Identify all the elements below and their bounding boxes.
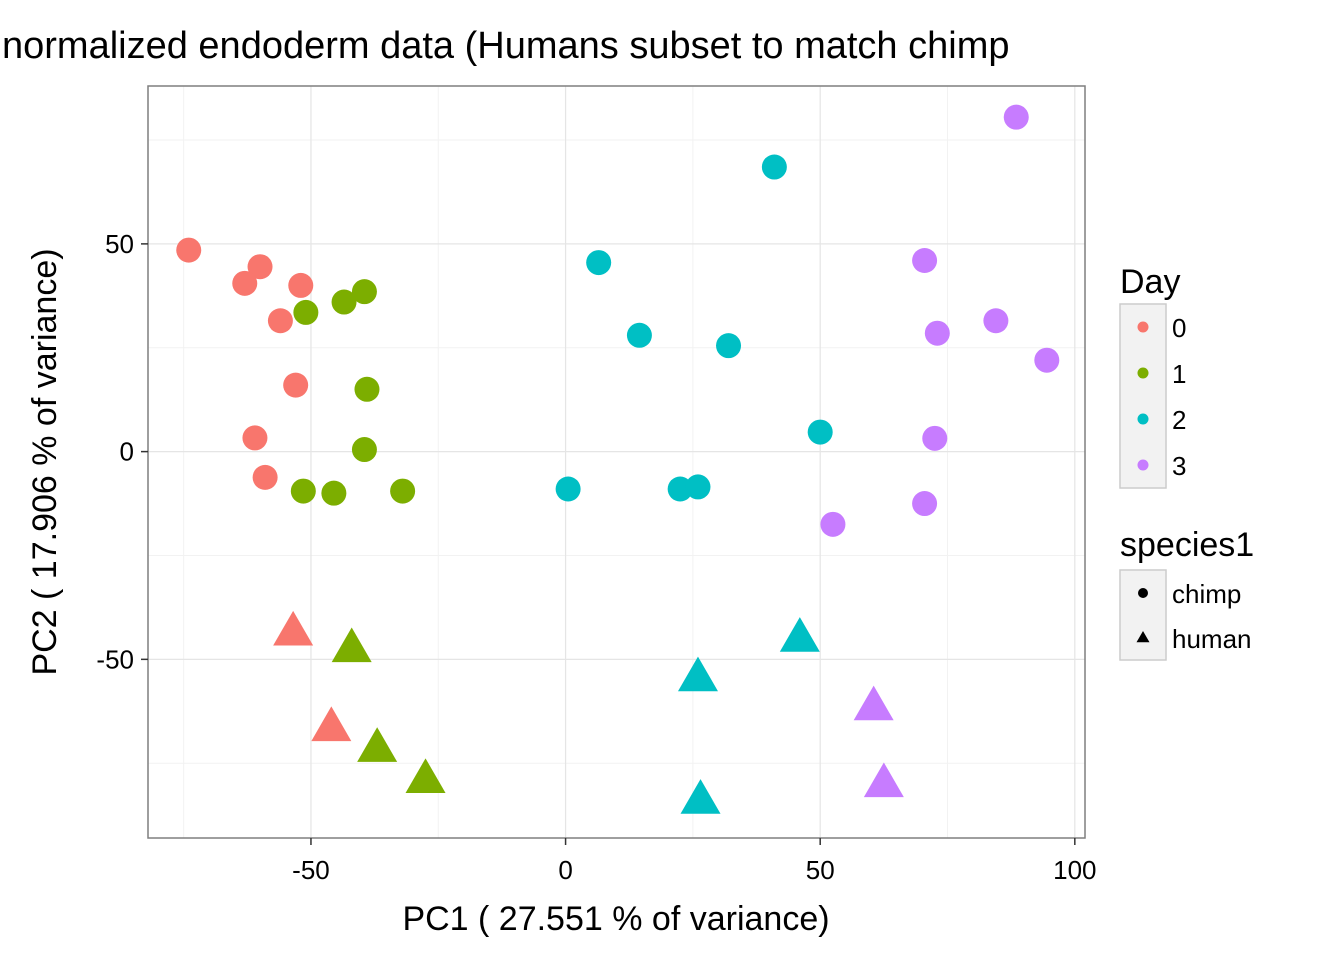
- data-point-chimp-day-1: [290, 478, 316, 504]
- y-tick-label: -50: [96, 644, 134, 674]
- x-tick-label: 100: [1053, 855, 1096, 885]
- plot-area: [147, 85, 1086, 839]
- legend-species-title: species1: [1120, 526, 1254, 564]
- data-point-chimp-day-3: [820, 511, 846, 537]
- y-tick-label: 0: [120, 437, 134, 467]
- legend-day-key-box: [1119, 303, 1167, 489]
- legend-species: species1 chimp human: [1119, 526, 1254, 661]
- data-point-chimp-day-2: [586, 250, 612, 276]
- data-point-chimp-day-0: [176, 237, 202, 263]
- data-points: [176, 104, 1060, 814]
- data-point-chimp-day-3: [1034, 347, 1060, 373]
- data-point-chimp-day-3: [922, 425, 948, 451]
- data-point-chimp-day-0: [283, 372, 309, 398]
- x-tick-label: -50: [292, 855, 330, 885]
- x-tick-label: 50: [806, 855, 835, 885]
- data-point-chimp-day-1: [321, 480, 347, 506]
- data-point-chimp-day-1: [354, 376, 380, 402]
- legend-day-label: 1: [1172, 359, 1186, 389]
- data-point-chimp-day-2: [716, 333, 742, 359]
- plot-border: [147, 85, 1086, 839]
- legend-day-key-0: [1137, 321, 1149, 333]
- legend-species-label: chimp: [1172, 579, 1241, 609]
- data-point-chimp-day-0: [242, 425, 268, 451]
- data-point-human-day-2: [680, 779, 721, 814]
- y-axis: -50 0 50: [96, 229, 148, 674]
- x-axis: -50 0 50 100: [292, 838, 1097, 885]
- legend-day-key-1: [1137, 367, 1149, 379]
- data-point-chimp-day-3: [924, 320, 950, 346]
- data-point-chimp-day-0: [267, 308, 293, 334]
- data-point-human-day-3: [853, 685, 894, 721]
- data-point-chimp-day-2: [761, 154, 787, 180]
- legend-day-key-2: [1137, 413, 1149, 425]
- x-tick-label: 0: [558, 855, 572, 885]
- legend-day-label: 2: [1172, 405, 1186, 435]
- minor-gridlines: [148, 86, 1085, 838]
- data-point-human-day-1: [331, 627, 372, 663]
- legend-day-label: 3: [1172, 451, 1186, 481]
- data-point-chimp-day-2: [555, 476, 581, 502]
- data-point-chimp-day-2: [685, 474, 711, 500]
- data-point-chimp-day-3: [912, 491, 938, 517]
- legend-species-key-triangle: [1136, 631, 1150, 643]
- data-point-chimp-day-2: [626, 322, 652, 348]
- data-point-chimp-day-1: [351, 279, 377, 305]
- legend-day-key-3: [1137, 459, 1149, 471]
- legend-day-label: 0: [1172, 313, 1186, 343]
- data-point-chimp-day-0: [288, 272, 314, 298]
- data-point-chimp-day-1: [293, 299, 319, 325]
- plot-background: [148, 86, 1085, 838]
- data-point-chimp-day-3: [912, 247, 938, 273]
- legend-day: Day 0 1 2 3: [1119, 263, 1186, 489]
- legend-species-key-box: [1119, 569, 1167, 661]
- data-point-chimp-day-3: [1003, 104, 1029, 130]
- data-point-human-day-1: [405, 758, 446, 793]
- y-tick-label: 50: [105, 229, 134, 259]
- legend-species-key-circle: [1138, 588, 1148, 598]
- data-point-human-day-3: [863, 762, 904, 798]
- data-point-human-day-0: [273, 610, 314, 646]
- data-point-human-day-2: [779, 617, 820, 652]
- data-point-chimp-day-0: [247, 254, 273, 280]
- chart-title: normalized endoderm data (Humans subset …: [2, 25, 1009, 67]
- data-point-chimp-day-0: [252, 464, 278, 490]
- data-point-human-day-1: [357, 727, 398, 762]
- data-point-human-day-2: [677, 656, 718, 692]
- data-point-chimp-day-3: [983, 308, 1009, 334]
- legend-species-label: human: [1172, 624, 1252, 654]
- data-point-chimp-day-0: [232, 270, 258, 296]
- data-point-chimp-day-2: [807, 419, 833, 445]
- x-axis-title: PC1 ( 27.551 % of variance): [402, 900, 829, 938]
- data-point-human-day-0: [311, 706, 352, 742]
- data-point-chimp-day-1: [390, 478, 416, 504]
- major-gridlines: [148, 86, 1085, 838]
- y-axis-title: PC2 ( 17.906 % of variance): [26, 248, 64, 675]
- legend-day-title: Day: [1120, 263, 1180, 301]
- data-point-chimp-day-1: [351, 437, 377, 463]
- data-point-chimp-day-1: [331, 289, 357, 315]
